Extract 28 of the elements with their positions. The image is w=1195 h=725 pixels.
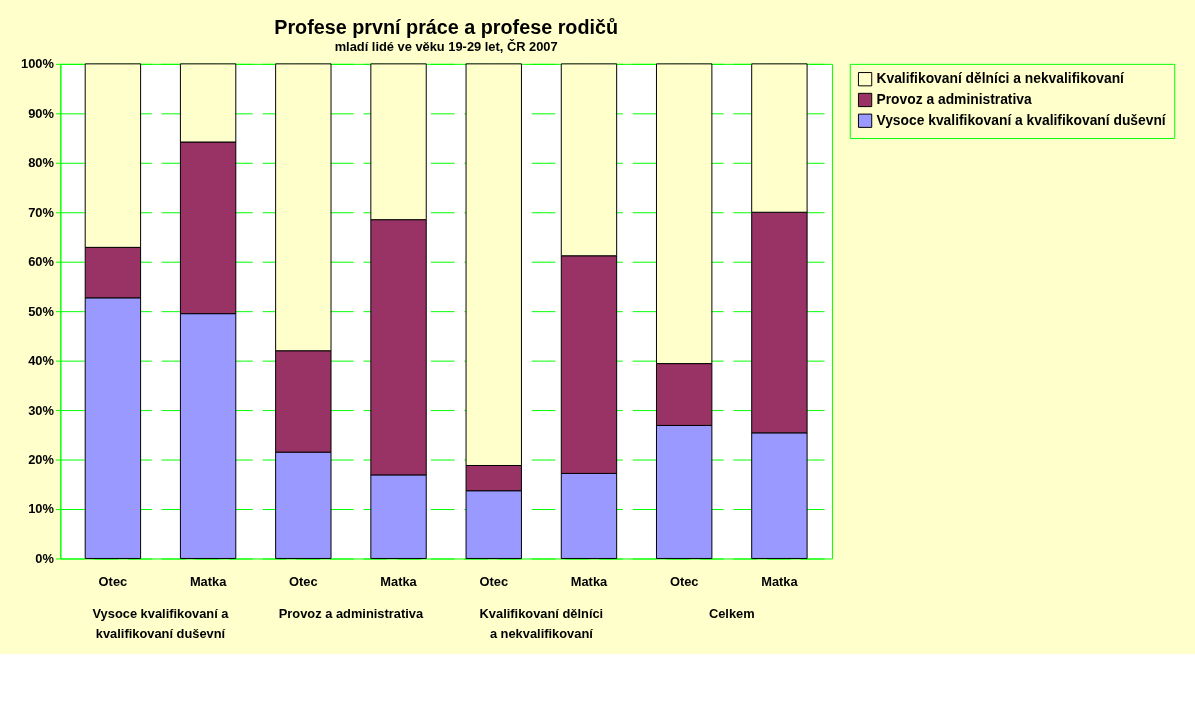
chart-subtitle: mladí lidé ve věku 19-29 let, ČR 2007: [334, 39, 558, 54]
text: Provoz a administrativa: [278, 605, 424, 621]
legend-label: Provoz a administrativa: [876, 90, 1033, 107]
y-tick-label: 10%: [28, 501, 55, 517]
legend-label: Kvalifikovaní dělníci a nekvalifikovaní: [876, 70, 1126, 87]
y-tick-label: 90%: [28, 105, 55, 121]
y-tick-label: 80%: [28, 155, 55, 171]
y-tick-label: 60%: [28, 254, 55, 270]
y-tick-label: 20%: [28, 452, 55, 468]
y-tick-label: 70%: [28, 204, 55, 220]
x-tick-label: Otec: [289, 574, 318, 590]
chart-title: Profese první práce a profese rodičů: [274, 16, 619, 39]
y-tick-label: 40%: [28, 353, 55, 369]
y-tick-label: 50%: [28, 303, 55, 319]
text: Vysoce kvalifikovaní a kvalifikovaní duševní: [92, 605, 230, 641]
x-tick-label: Matka: [570, 574, 609, 590]
x-tick-label: Otec: [98, 574, 128, 590]
text: Kvalifikovaní dělníci a nekvalifikovaní: [479, 605, 604, 641]
x-tick-label: Matka: [380, 574, 418, 590]
y-tick-label: 30%: [28, 402, 55, 418]
x-tick-label: Matka: [761, 574, 799, 590]
text: Celkem: [708, 605, 755, 621]
x-tick-label: Matka: [189, 574, 228, 590]
legend-label: Vysoce kvalifikovaní a kvalifikovaní duševní: [876, 111, 1167, 128]
y-tick-label: 100%: [21, 56, 55, 72]
x-tick-label: Otec: [479, 574, 509, 590]
x-tick-label: Otec: [669, 574, 699, 590]
y-tick-label: 0%: [35, 550, 55, 566]
